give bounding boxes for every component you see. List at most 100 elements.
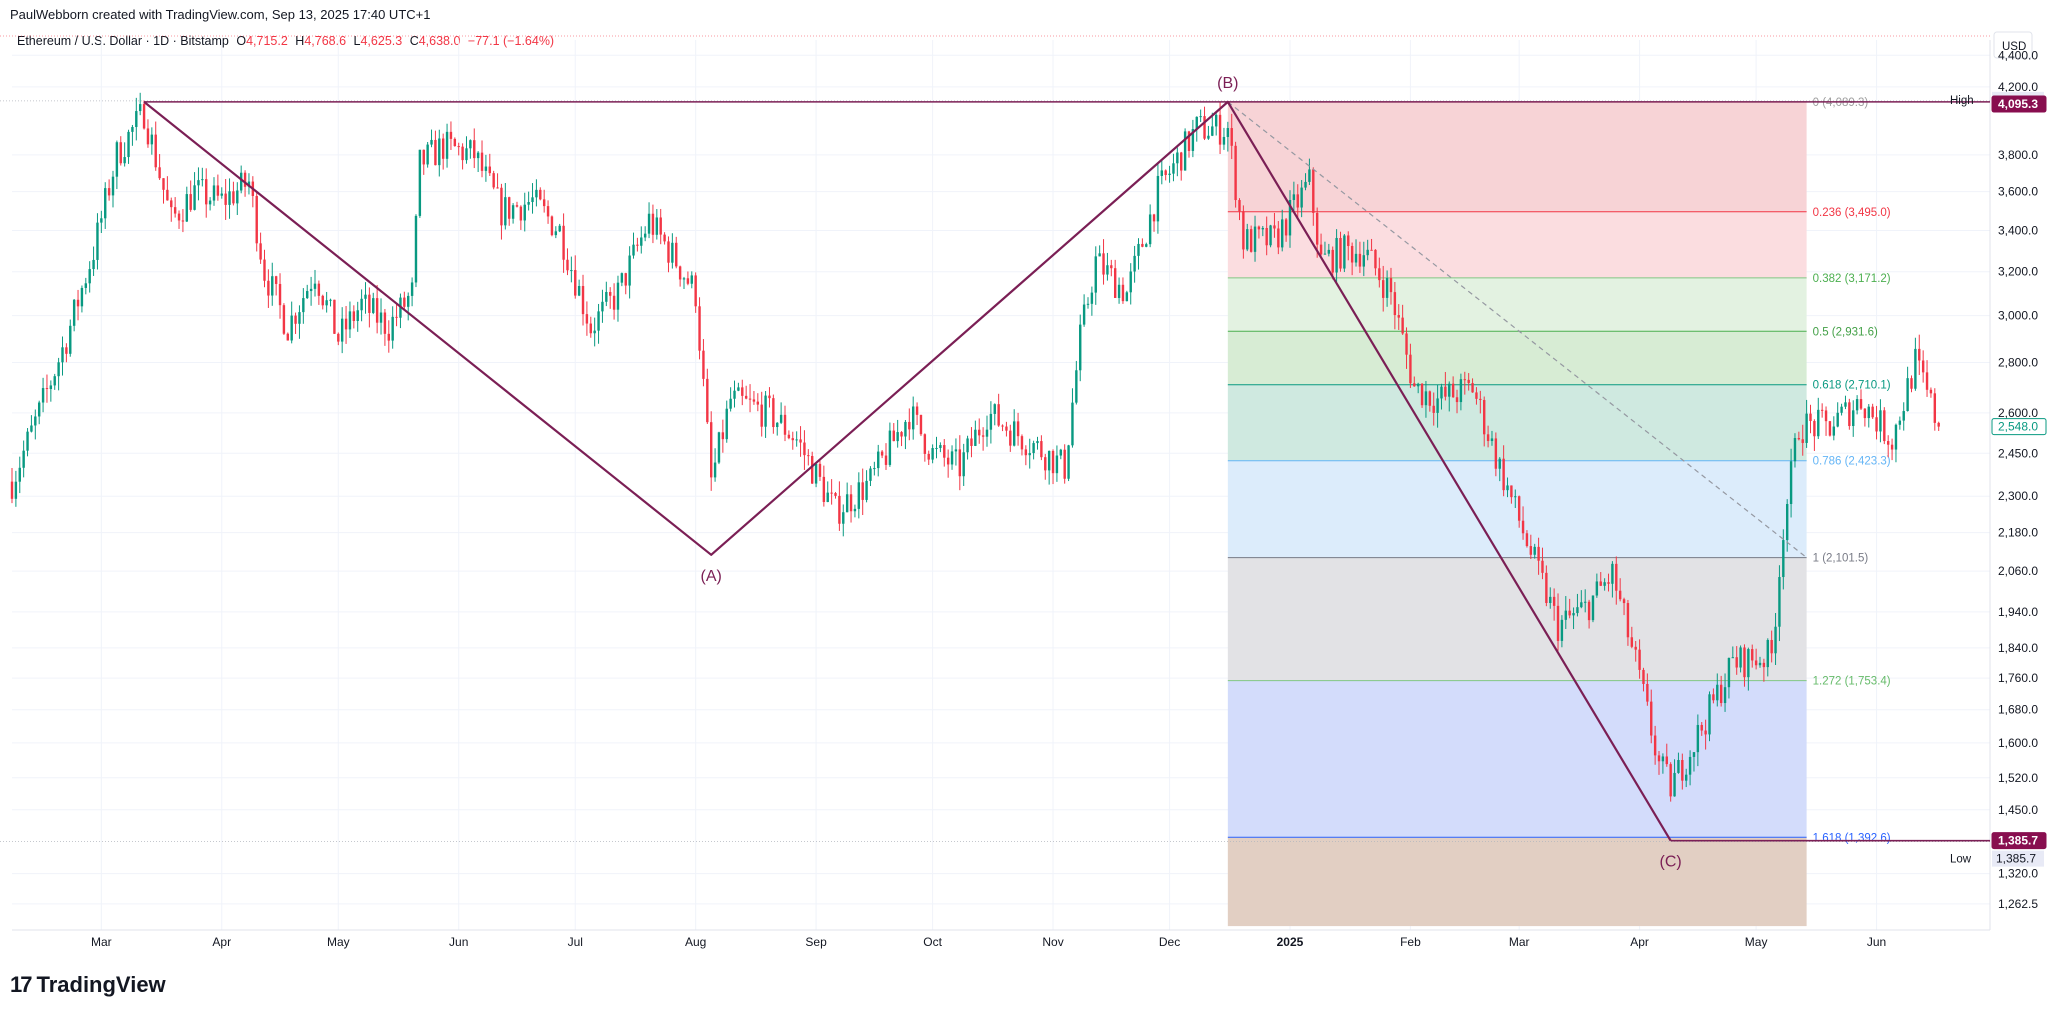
fib-zone-0.786 [1227,460,1807,558]
candle-body [1490,438,1494,442]
candle-body [115,142,119,177]
candle-body [1871,406,1874,418]
candle-body [1288,200,1292,236]
candle-body [1273,225,1276,229]
candle-body [779,414,783,423]
price-tick-label: 2,180.0 [1998,526,2038,540]
candle-body [523,204,526,221]
candle-body [1203,116,1206,139]
currency-label: USD [2002,41,2026,53]
candle-body [1164,170,1167,176]
candle-body [1533,546,1536,555]
candle-body [1525,533,1529,547]
low-tag-label: Low [1950,854,1972,866]
candle-body [1389,278,1393,293]
candle-body [1782,540,1785,578]
candle-body [1813,420,1816,437]
candle-body [1805,413,1808,443]
candle-body [1595,581,1599,596]
chart-caption: PaulWebborn created with TradingView.com… [10,7,431,22]
candle-body [445,131,449,159]
candle-body [799,439,802,443]
candle-body [302,298,305,313]
candle-body [1681,760,1684,781]
candle-body [430,139,433,145]
candle-body [1121,284,1125,302]
candle-body [1529,546,1533,555]
candle-body [1875,417,1878,432]
candle-body [1521,520,1525,534]
candle-body [1292,194,1296,201]
candle-body [958,449,962,477]
candle-body [205,179,208,205]
candle-body [414,215,418,283]
candle-body [1646,683,1649,702]
candle-body [1156,175,1160,222]
candle-body [333,299,336,334]
candle-body [935,447,938,449]
candle-body [1615,563,1618,591]
candle-body [663,234,666,242]
symbol-name[interactable]: Ethereum / U.S. Dollar · 1D · Bitstamp [17,34,229,48]
price-tick-label: 1,320.0 [1998,867,2038,881]
price-badge [1991,832,2047,850]
candle-body [915,406,919,415]
candle-body [1016,421,1020,437]
candle-body [515,205,519,207]
fib-zone-1 [1227,557,1807,681]
candle-body [1401,317,1404,334]
candle-body [1448,383,1451,397]
candle-body [1510,485,1513,498]
candle-body [1770,639,1773,654]
candle-body [978,429,981,436]
candle-body [1475,392,1478,399]
candle-body [919,414,923,435]
fib-label-0.236: 0.236 (3,495.0) [1813,207,1891,219]
candle-body [1063,449,1066,479]
candle-body [61,347,64,363]
candle-body [1758,662,1762,666]
candle-body [605,291,608,302]
candle-body [26,431,29,451]
candle-body [803,442,806,456]
time-tick-label: Mar [1509,935,1530,949]
candle-body [1886,441,1890,445]
candle-body [1199,116,1202,118]
close-label: C [409,34,419,48]
candle-body [1541,560,1544,573]
candle-body [1840,406,1843,413]
candle-body [1094,256,1097,293]
candle-body [1498,458,1501,469]
price-tick-label: 2,300.0 [1998,489,2038,503]
candle-body [146,128,150,145]
time-tick-label: Dec [1159,935,1180,949]
candle-body [1910,378,1913,389]
candle-body [34,416,37,426]
candle-body [690,275,693,284]
time-tick-label: Nov [1042,935,1063,949]
candle-body [1751,649,1754,661]
candle-body [500,187,503,226]
candle-body [150,134,154,145]
candle-body [356,310,359,321]
candle-body [1855,399,1859,411]
candle-body [721,432,725,440]
candle-body [14,481,18,499]
tradingview-logo[interactable]: 17 TradingView [10,972,166,998]
candle-body [1921,360,1925,373]
candle-body [842,512,845,524]
candle-body [418,149,422,216]
candle-body [449,131,453,139]
time-tick-label: Jun [1867,935,1886,949]
time-tick-label: Jul [568,935,583,949]
candle-body [177,213,181,221]
fib-label-0.786: 0.786 (2,423.3) [1813,456,1891,468]
candle-body [640,237,643,246]
time-tick-label: Jun [449,935,468,949]
candle-body [1420,383,1424,406]
candle-body [170,200,173,208]
price-badge-value: 2,548.0 [1998,420,2038,434]
candle-body [1218,114,1222,145]
fib-zone-0.236 [1227,211,1807,278]
